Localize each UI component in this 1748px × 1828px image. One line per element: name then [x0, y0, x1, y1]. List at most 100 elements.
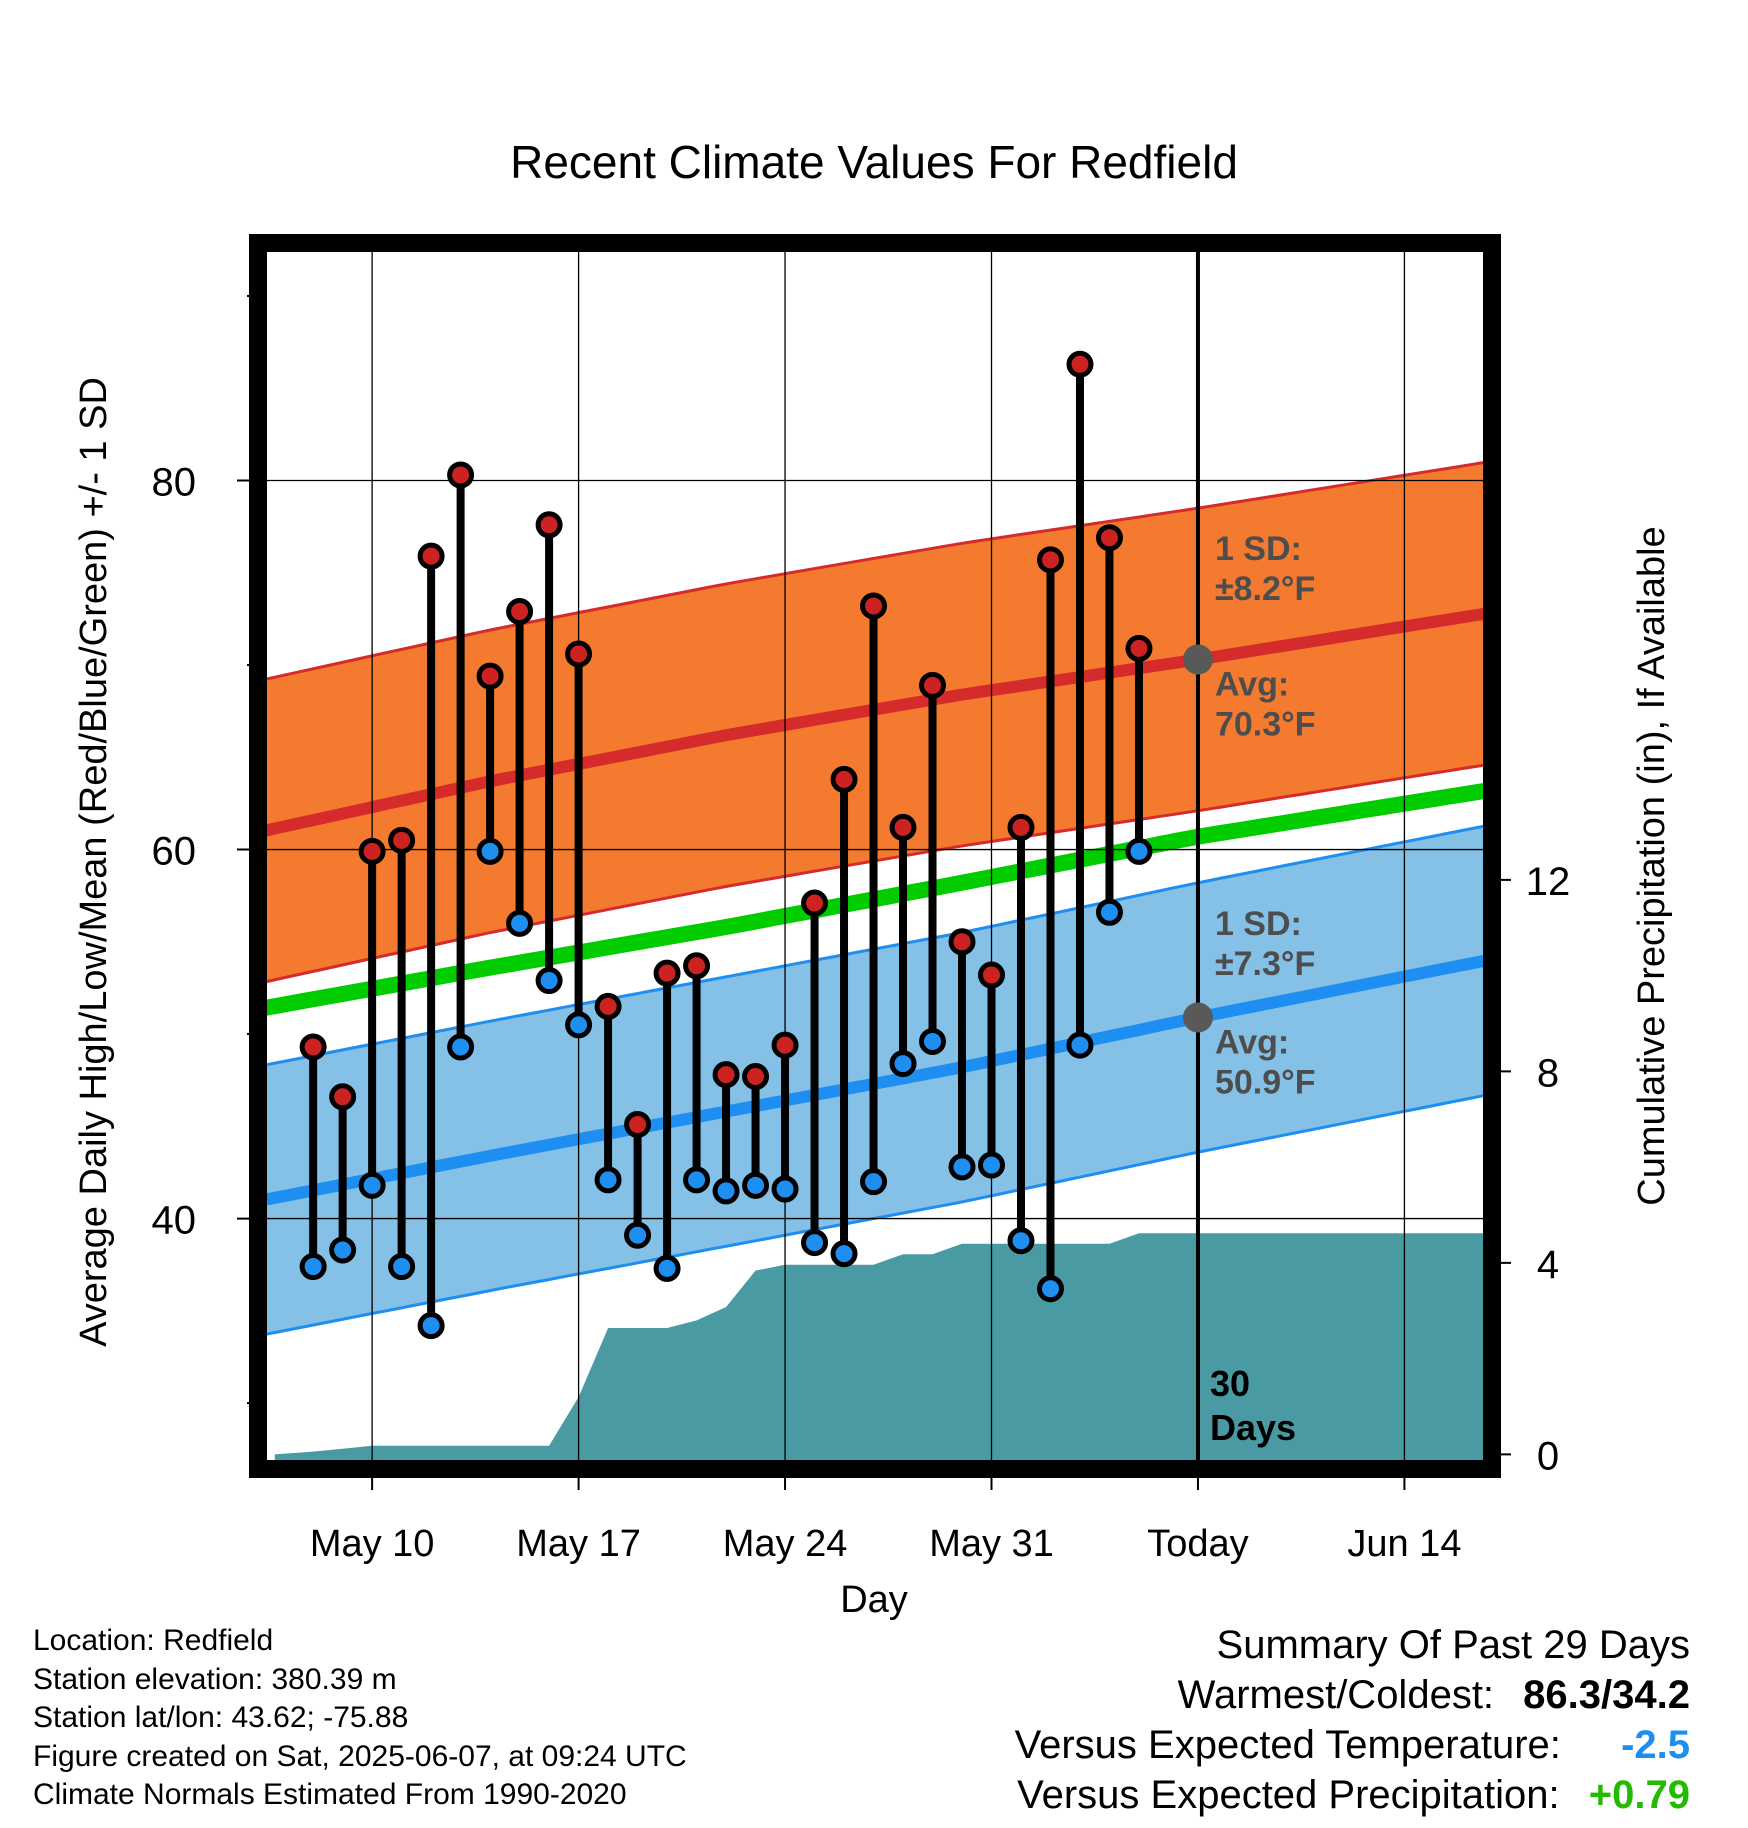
obs-low-point	[1095, 898, 1123, 926]
obs-high-point	[417, 542, 445, 570]
obs-high-point	[1036, 546, 1064, 574]
low-sd-heading: 1 SD:	[1215, 905, 1302, 943]
low-avg-heading: Avg:	[1215, 1023, 1289, 1061]
obs-high-point	[388, 826, 416, 854]
station-info: Location: Redfield Station elevation: 38…	[33, 1622, 687, 1815]
obs-high-point	[299, 1033, 327, 1061]
obs-low-point	[801, 1229, 829, 1257]
x-tick-label: May 24	[723, 1523, 848, 1565]
climate-chart: Recent Climate Values For Redfield 1 SD:…	[73, 136, 1673, 1620]
x-axis-label: Day	[840, 1579, 908, 1620]
summary-precip-row: Versus Expected Precipitation: +0.79	[1015, 1770, 1690, 1820]
obs-high-point	[919, 671, 947, 699]
high-sd-value: ±8.2°F	[1215, 570, 1315, 608]
obs-high-point	[830, 765, 858, 793]
obs-low-point	[1066, 1031, 1094, 1059]
high-sd-upper-edge	[263, 460, 1487, 682]
obs-low-point	[653, 1254, 681, 1282]
high-sd-heading: 1 SD:	[1215, 530, 1302, 568]
low-sd-value: ±7.3°F	[1215, 945, 1315, 983]
obs-low-point	[447, 1033, 475, 1061]
y2-tick-label: 0	[1537, 1434, 1559, 1478]
y2-axis-label: Cumulative Precipitation (in), If Availa…	[1631, 526, 1673, 1205]
warmest-value: 86.3/34.2	[1523, 1673, 1690, 1717]
obs-high-point	[712, 1061, 740, 1089]
obs-high-point	[683, 952, 711, 980]
y-tick-label: 40	[152, 1199, 197, 1243]
obs-low-point	[535, 967, 563, 995]
today-days-number: 30	[1210, 1363, 1250, 1404]
precip-area	[274, 1233, 1487, 1464]
obs-low-point	[565, 1011, 593, 1039]
obs-low-point	[683, 1166, 711, 1194]
summary-warmest-row: Warmest/Coldest: 86.3/34.2	[1015, 1670, 1690, 1720]
chart-title: Recent Climate Values For Redfield	[510, 136, 1238, 188]
obs-high-point	[860, 592, 888, 620]
obs-low-point	[712, 1177, 740, 1205]
plot-frame	[249, 234, 1501, 1478]
precip-label: Versus Expected Precipitation:	[1017, 1773, 1560, 1817]
x-tick-label: Jun 14	[1347, 1523, 1461, 1565]
obs-low-point	[919, 1027, 947, 1055]
high-avg-heading: Avg:	[1215, 665, 1289, 703]
obs-high-point	[358, 837, 386, 865]
low-avg-today-marker	[1182, 1002, 1213, 1033]
y2-tick-label: 12	[1526, 860, 1571, 904]
obs-low-point	[830, 1240, 858, 1268]
today-days-word: Days	[1210, 1407, 1296, 1448]
temp-label: Versus Expected Temperature:	[1014, 1723, 1561, 1767]
obs-low-point	[771, 1175, 799, 1203]
obs-high-point	[948, 928, 976, 956]
obs-high-point	[1095, 524, 1123, 552]
info-elevation: Station elevation: 380.39 m	[33, 1662, 397, 1696]
obs-low-point	[506, 909, 534, 937]
obs-high-point	[889, 813, 917, 841]
y-tick-label: 80	[152, 460, 197, 504]
obs-low-point	[948, 1153, 976, 1181]
obs-low-point	[476, 837, 504, 865]
obs-low-point	[329, 1236, 357, 1264]
high-avg-today-marker	[1182, 644, 1213, 675]
obs-low-point	[860, 1168, 888, 1196]
obs-low-point	[417, 1312, 445, 1340]
y2-tick-label: 8	[1537, 1051, 1559, 1095]
obs-high-point	[1066, 350, 1094, 378]
summary-heading: Summary Of Past 29 Days	[1216, 1623, 1690, 1667]
info-latlon: Station lat/lon: 43.62; -75.88	[33, 1701, 409, 1734]
obs-low-point	[742, 1171, 770, 1199]
obs-low-point	[889, 1050, 917, 1078]
obs-low-point	[299, 1253, 327, 1281]
obs-low-point	[1036, 1275, 1064, 1303]
obs-low-point	[624, 1221, 652, 1249]
obs-high-point	[594, 992, 622, 1020]
obs-high-point	[1007, 813, 1035, 841]
y-tick-label: 60	[152, 830, 197, 874]
info-normals: Climate Normals Estimated From 1990-2020	[33, 1778, 627, 1811]
summary-temp-row: Versus Expected Temperature: -2.5	[1015, 1720, 1690, 1770]
obs-high-point	[742, 1063, 770, 1091]
warmest-label: Warmest/Coldest:	[1177, 1673, 1495, 1717]
high-avg-value: 70.3°F	[1215, 705, 1316, 743]
y-axis-label: Average Daily High/Low/Mean (Red/Blue/Gr…	[73, 377, 115, 1347]
obs-high-point	[1125, 634, 1153, 662]
precip-value: +0.79	[1588, 1773, 1690, 1817]
temp-value: -2.5	[1621, 1723, 1690, 1767]
obs-high-point	[653, 959, 681, 987]
obs-high-point	[476, 662, 504, 690]
obs-low-point	[388, 1253, 416, 1281]
obs-high-point	[771, 1031, 799, 1059]
obs-high-point	[624, 1110, 652, 1138]
obs-high-point	[978, 961, 1006, 989]
low-avg-value: 50.9°F	[1215, 1063, 1316, 1101]
obs-high-point	[801, 889, 829, 917]
obs-high-point	[329, 1083, 357, 1111]
obs-high-point	[506, 598, 534, 626]
obs-low-point	[358, 1171, 386, 1199]
obs-low-point	[1007, 1227, 1035, 1255]
y2-tick-label: 4	[1537, 1243, 1559, 1287]
obs-high-point	[535, 511, 563, 539]
x-tick-label: May 10	[310, 1523, 435, 1565]
info-created: Figure created on Sat, 2025-06-07, at 09…	[33, 1739, 687, 1773]
x-tick-label: May 17	[516, 1523, 641, 1565]
info-location: Location: Redfield	[33, 1624, 274, 1657]
